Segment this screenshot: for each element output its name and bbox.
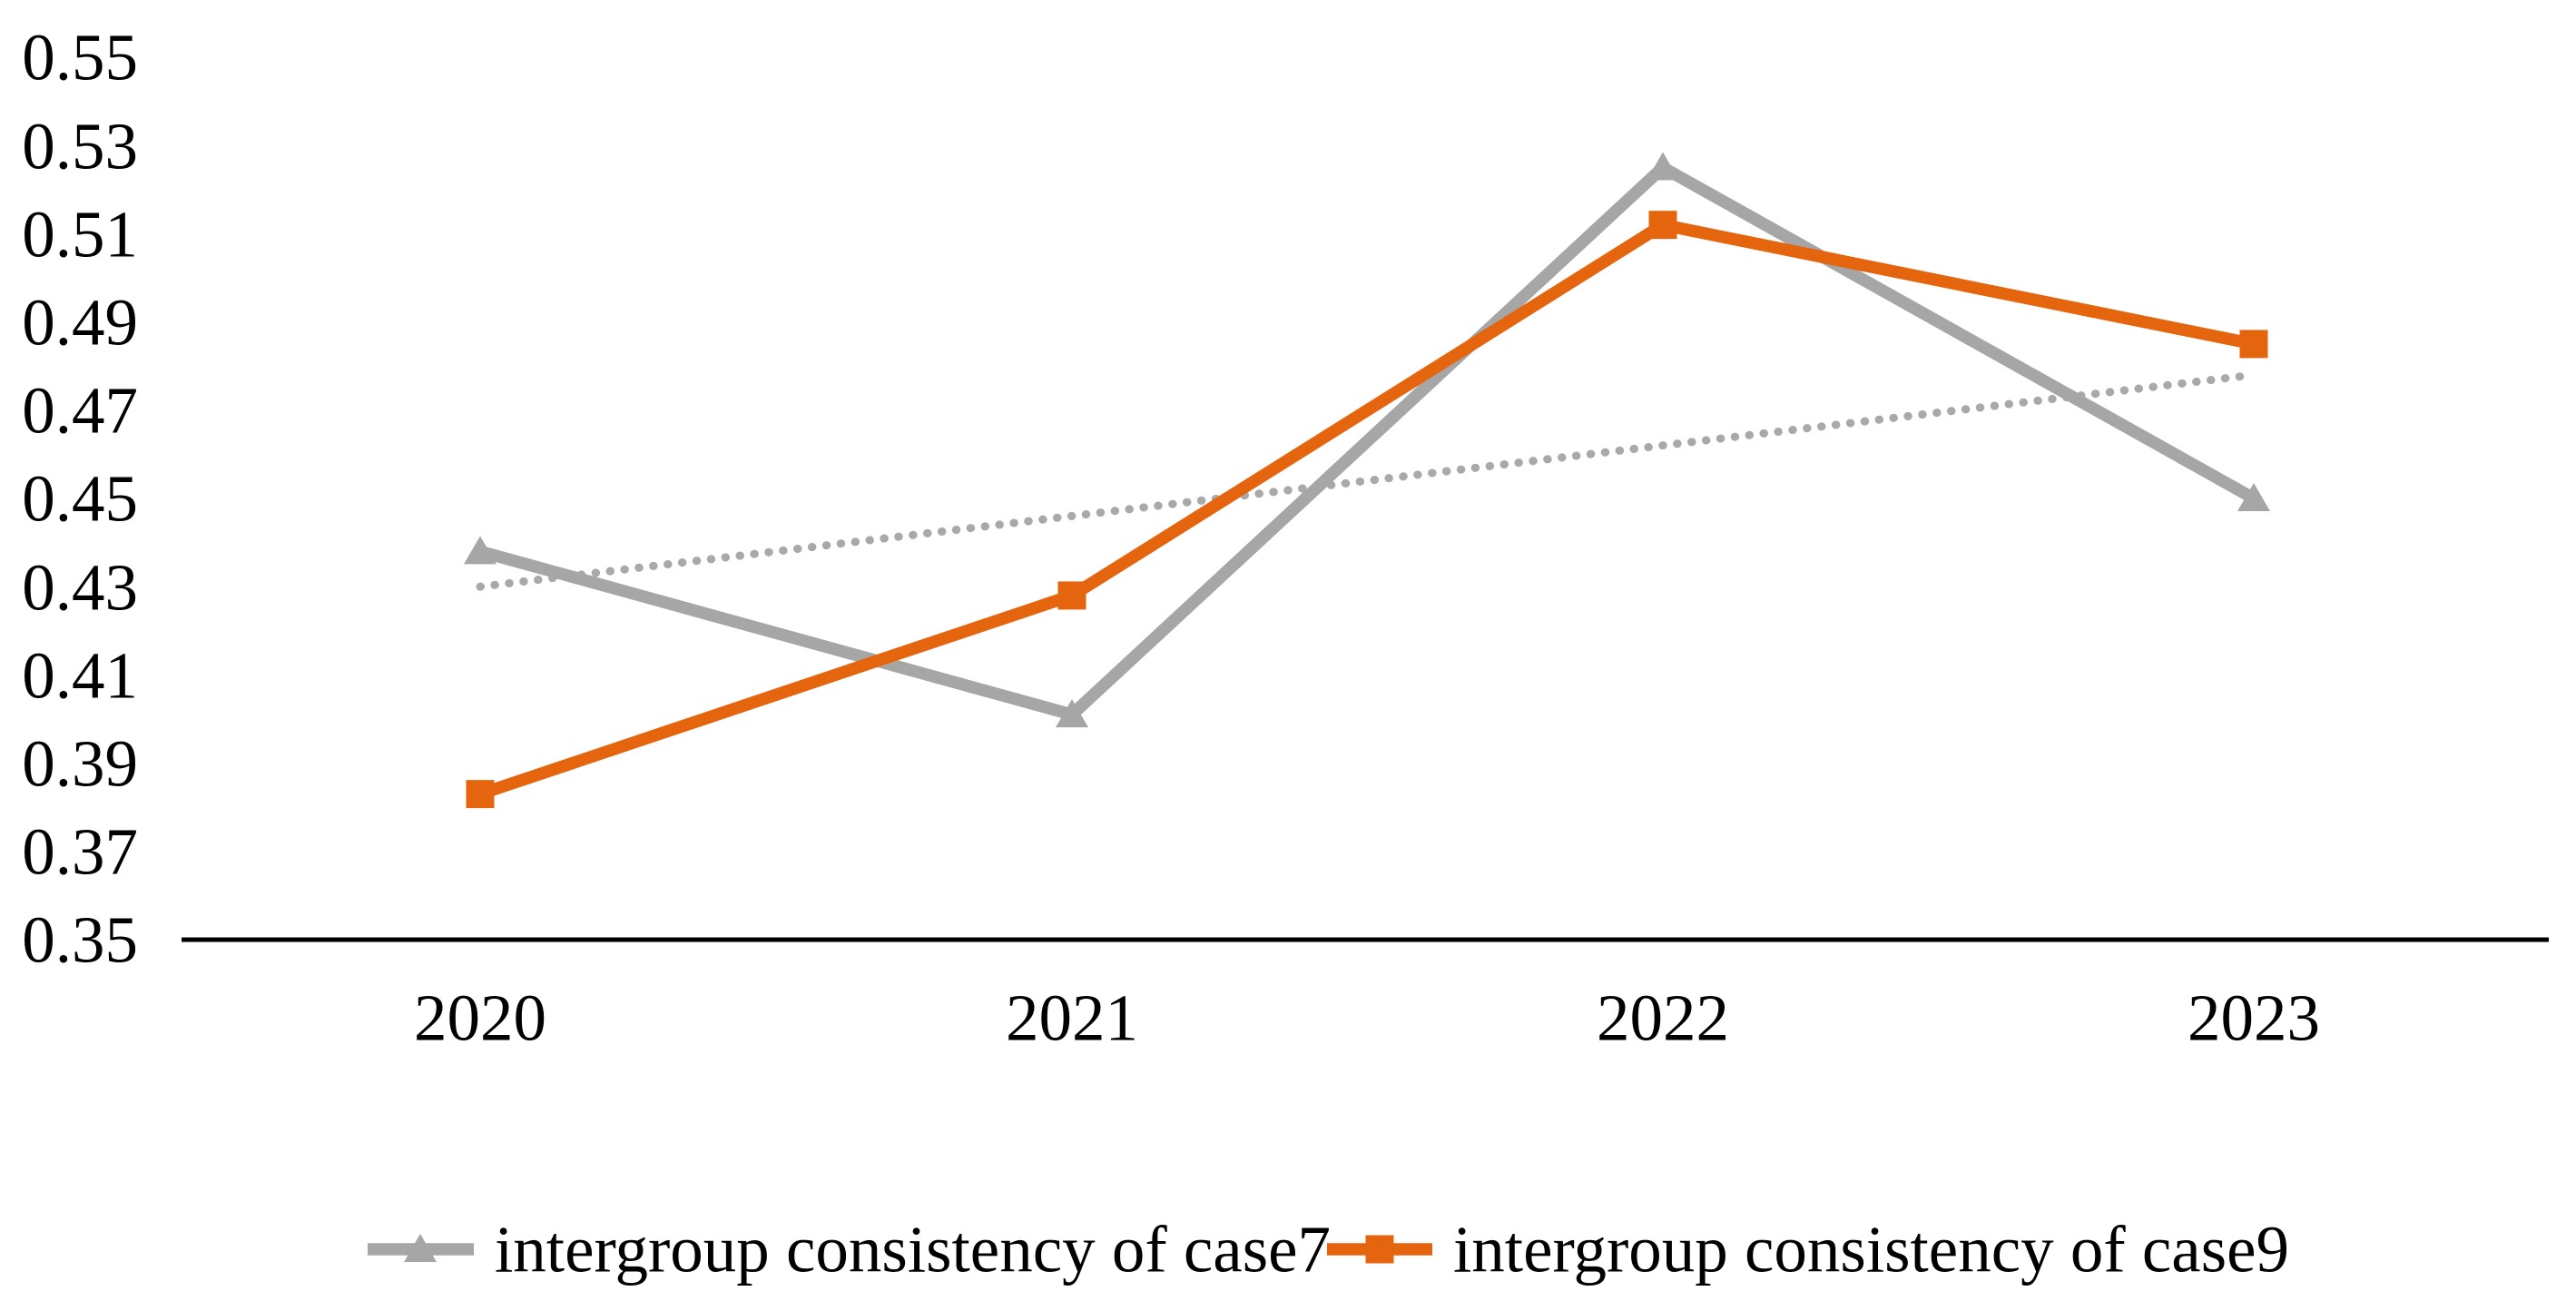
marker-square (466, 780, 495, 809)
marker-square (1057, 581, 1086, 610)
marker-square (1648, 211, 1677, 240)
series-line-case7 (478, 160, 2257, 722)
y-tick-label: 0.51 (22, 198, 138, 271)
y-tick-label: 0.35 (22, 903, 138, 977)
data-series (464, 152, 2270, 809)
series-line-case9 (477, 218, 2256, 801)
legend-label-case9: intergroup consistency of case9 (1453, 1213, 2289, 1286)
marker-triangle (1647, 152, 1679, 181)
legend: intergroup consistency of case7 intergro… (368, 1213, 2289, 1286)
y-tick-label: 0.47 (22, 374, 138, 448)
y-tick-label: 0.53 (22, 110, 138, 183)
marker-square (2239, 330, 2268, 359)
x-tick-label: 2023 (2188, 981, 2320, 1055)
legend-marker-case7 (368, 1234, 474, 1262)
y-tick-label: 0.39 (22, 727, 138, 801)
marker-triangle (2237, 483, 2270, 511)
x-tick-label: 2020 (414, 981, 546, 1055)
y-axis-tick-labels: 0.35 0.37 0.39 0.41 0.43 0.45 0.47 0.49 … (22, 21, 138, 977)
y-tick-label: 0.55 (22, 21, 138, 94)
legend-triangle-icon (404, 1234, 437, 1262)
marker-triangle (1056, 699, 1088, 728)
legend-marker-case9 (1327, 1235, 1432, 1264)
y-tick-label: 0.37 (22, 815, 138, 889)
x-tick-label: 2022 (1597, 981, 1729, 1055)
y-tick-label: 0.49 (22, 286, 138, 360)
y-tick-label: 0.45 (22, 462, 138, 536)
x-axis-tick-labels: 2020 2021 2022 2023 (414, 981, 2320, 1055)
legend-square-icon (1365, 1235, 1394, 1264)
x-tick-label: 2021 (1006, 981, 1138, 1055)
marker-triangle (464, 536, 497, 565)
legend-label-case7: intergroup consistency of case7 (495, 1213, 1331, 1286)
y-tick-label: 0.41 (22, 639, 138, 713)
y-tick-label: 0.43 (22, 551, 138, 625)
